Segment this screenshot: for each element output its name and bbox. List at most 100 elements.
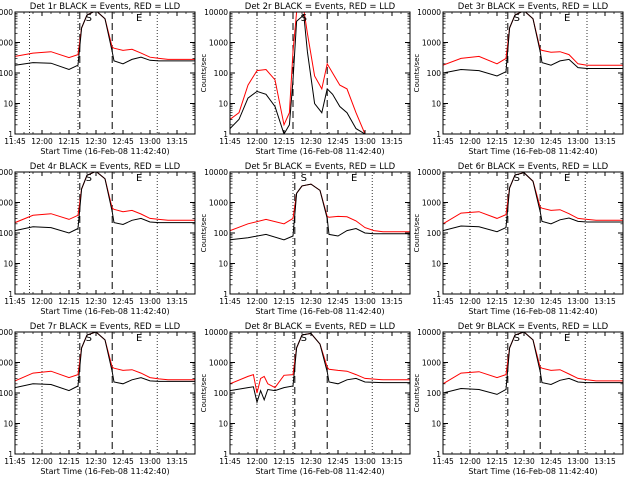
marker-label-s: S [301, 173, 307, 184]
x-tick-label: 13:15 [166, 137, 188, 146]
plot-frame [14, 171, 196, 295]
y-tick-label: 100 [0, 389, 13, 398]
y-tick-label: 1000 [209, 199, 228, 208]
x-tick-label: 13:00 [567, 297, 589, 306]
marker-label-s: S [514, 173, 520, 184]
x-tick-label: 13:00 [139, 457, 161, 466]
marker-label-s: S [301, 13, 307, 24]
x-tick-label: 12:15 [58, 297, 80, 306]
y-tick-label: 10 [431, 260, 441, 269]
y-tick-label: 10000 [417, 328, 441, 337]
x-tick-label: 12:30 [85, 457, 107, 466]
x-tick-label: 13:00 [354, 457, 376, 466]
x-tick-label: 12:15 [486, 457, 508, 466]
x-axis-label: Start Time (16-Feb-08 11:42:40) [255, 467, 384, 476]
x-axis-label: Start Time (16-Feb-08 11:42:40) [468, 147, 597, 156]
marker-label-s: S [514, 333, 520, 344]
x-tick-label: 13:00 [567, 137, 589, 146]
marker-label-s: S [514, 13, 520, 24]
marker-label-e: E [136, 13, 142, 24]
x-tick-label: 12:30 [300, 297, 322, 306]
y-tick-label: 10000 [204, 328, 228, 337]
panel-title: Det 9r BLACK = Events, RED = LLD [458, 322, 609, 332]
y-axis-label: Counts/sec [413, 54, 421, 93]
marker-label-e: E [564, 173, 570, 184]
x-tick-label: 12:00 [459, 137, 481, 146]
panel-title: Det 2r BLACK = Events, RED = LLD [245, 2, 396, 12]
series-line-events [15, 172, 195, 234]
panel-title: Det 7r BLACK = Events, RED = LLD [30, 322, 181, 332]
marker-label-e: E [564, 333, 570, 344]
x-tick-label: 12:30 [513, 137, 535, 146]
panel-title: Det 4r BLACK = Events, RED = LLD [30, 162, 181, 172]
y-tick-label: 10 [218, 260, 228, 269]
y-axis-label: Counts/sec [200, 54, 208, 93]
marker-label-s: S [301, 333, 307, 344]
series-line-lld [230, 332, 410, 394]
panel-title: Det 5r BLACK = Events, RED = LLD [245, 162, 396, 172]
x-tick-label: 12:00 [31, 297, 53, 306]
marker-label-e: E [351, 173, 357, 184]
y-tick-label: 1000 [422, 199, 441, 208]
y-tick-label: 1000 [0, 39, 13, 48]
y-tick-label: 1 [223, 290, 228, 299]
x-tick-label: 12:45 [327, 297, 349, 306]
x-tick-label: 12:00 [459, 297, 481, 306]
x-tick-label: 12:00 [246, 297, 268, 306]
x-tick-label: 12:15 [58, 457, 80, 466]
y-axis-label: Counts/sec [413, 214, 421, 253]
y-tick-label: 10000 [0, 328, 13, 337]
y-tick-label: 10 [431, 420, 441, 429]
marker-label-e: E [136, 173, 142, 184]
y-tick-label: 10000 [0, 8, 13, 17]
marker-label-s: S [86, 333, 92, 344]
x-tick-label: 12:45 [540, 457, 562, 466]
y-tick-label: 1 [436, 130, 441, 139]
series-line-events [443, 172, 623, 233]
x-axis-label: Start Time (16-Feb-08 11:42:40) [40, 307, 169, 316]
y-tick-label: 1 [436, 290, 441, 299]
x-tick-label: 13:15 [166, 457, 188, 466]
x-tick-label: 11:45 [432, 137, 454, 146]
x-tick-label: 12:30 [300, 137, 322, 146]
series-line-lld [15, 332, 195, 382]
y-tick-label: 1 [223, 130, 228, 139]
y-tick-label: 10000 [204, 8, 228, 17]
plot-frame [442, 11, 624, 135]
x-tick-label: 12:45 [112, 297, 134, 306]
x-tick-label: 11:45 [4, 457, 26, 466]
series-line-events [443, 12, 623, 77]
y-axis-label: Counts/sec [200, 214, 208, 253]
y-tick-label: 10 [3, 420, 13, 429]
x-tick-label: 12:30 [85, 137, 107, 146]
y-tick-label: 100 [427, 389, 442, 398]
x-tick-label: 13:00 [354, 137, 376, 146]
y-tick-label: 100 [214, 229, 229, 238]
x-tick-label: 12:15 [273, 297, 295, 306]
y-tick-label: 1 [8, 130, 13, 139]
x-tick-label: 12:45 [540, 137, 562, 146]
x-tick-label: 12:15 [486, 297, 508, 306]
x-tick-label: 12:15 [273, 457, 295, 466]
x-tick-label: 11:45 [432, 297, 454, 306]
x-tick-label: 12:00 [31, 137, 53, 146]
x-tick-label: 11:45 [219, 457, 241, 466]
y-tick-label: 1000 [422, 39, 441, 48]
y-tick-label: 100 [214, 389, 229, 398]
x-tick-label: 13:15 [381, 137, 403, 146]
marker-label-e: E [564, 13, 570, 24]
x-tick-label: 12:30 [85, 297, 107, 306]
series-line-lld [15, 12, 195, 60]
x-tick-label: 13:15 [594, 457, 616, 466]
y-axis-label: Counts/sec [200, 374, 208, 413]
y-tick-label: 10 [218, 100, 228, 109]
plot-frame [14, 11, 196, 135]
